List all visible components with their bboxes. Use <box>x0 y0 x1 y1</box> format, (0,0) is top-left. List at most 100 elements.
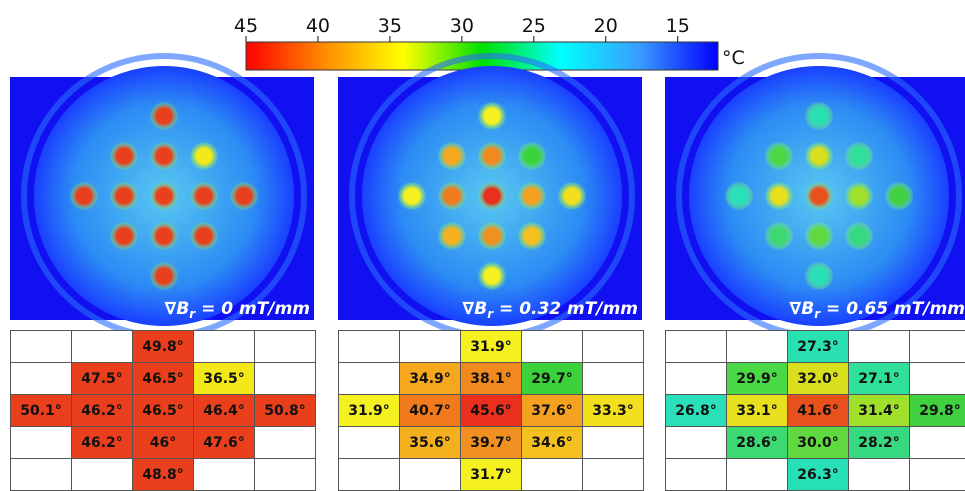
hot-spot <box>438 182 466 210</box>
colorbar-tick-label: 40 <box>306 15 330 37</box>
grid-cell <box>726 330 788 363</box>
grid-cell: 31.7° <box>460 458 522 491</box>
hot-spot <box>438 142 466 170</box>
hot-spot <box>558 182 586 210</box>
grid-cell: 40.7° <box>399 394 461 427</box>
grid-cell <box>848 330 910 363</box>
grid-cell: 31.9° <box>338 394 400 427</box>
hot-spot <box>190 182 218 210</box>
grid-cell <box>521 458 583 491</box>
grid-cell <box>582 426 644 459</box>
grid-cell <box>254 330 316 363</box>
grid-cell: 29.8° <box>909 394 965 427</box>
grid-cell: 29.7° <box>521 362 583 395</box>
grid-cell <box>582 330 644 363</box>
grid-cell: 34.9° <box>399 362 461 395</box>
grid-cell <box>521 330 583 363</box>
grid-cell: 39.7° <box>460 426 522 459</box>
label-text: = 0.32 mT/mm <box>493 299 638 319</box>
grid-cell: 31.9° <box>460 330 522 363</box>
grid-cell <box>399 330 461 363</box>
grid-cell: 31.4° <box>848 394 910 427</box>
hot-spot <box>190 142 218 170</box>
grid-cell <box>726 458 788 491</box>
hot-spot <box>150 262 178 290</box>
label-symbol: ∇B <box>164 299 189 319</box>
grid-cell: 46° <box>132 426 194 459</box>
hot-spot <box>150 142 178 170</box>
grid-cell <box>909 362 965 395</box>
hot-spot <box>765 142 793 170</box>
hot-spot <box>478 262 506 290</box>
grid-cell: 46.2° <box>71 394 133 427</box>
grid-cell: 28.6° <box>726 426 788 459</box>
hot-spot <box>805 182 833 210</box>
hot-spot <box>518 182 546 210</box>
grid-cell: 46.4° <box>193 394 255 427</box>
hot-spot <box>478 102 506 130</box>
grid-cell <box>338 362 400 395</box>
grid-cell <box>665 458 727 491</box>
hot-spot <box>230 182 258 210</box>
grid-cell: 41.6° <box>787 394 849 427</box>
grid-cell <box>338 458 400 491</box>
label-symbol: ∇B <box>462 299 487 319</box>
colorbar-unit: °C <box>722 47 745 69</box>
grid-cell: 29.9° <box>726 362 788 395</box>
grid-cell <box>254 362 316 395</box>
figure: 45403530252015°C∇Br = 0 mT/mm∇Br = 0.32 … <box>0 0 965 491</box>
grid-cell: 50.1° <box>10 394 72 427</box>
grid-cell: 33.3° <box>582 394 644 427</box>
colorbar-tick-label: 30 <box>450 15 474 37</box>
hot-spot <box>110 222 138 250</box>
grid-cell <box>338 330 400 363</box>
grid-cell <box>665 426 727 459</box>
colorbar-tick-label: 15 <box>666 15 690 37</box>
grid-cell <box>909 426 965 459</box>
grid-cell: 26.8° <box>665 394 727 427</box>
grid-cell: 27.3° <box>787 330 849 363</box>
grid-cell <box>909 330 965 363</box>
grid-cell: 47.5° <box>71 362 133 395</box>
label-text: = 0.65 mT/mm <box>820 299 965 319</box>
grid-cell <box>193 458 255 491</box>
hot-spot <box>765 182 793 210</box>
grid-cell <box>10 458 72 491</box>
label-text: = 0 mT/mm <box>195 299 310 319</box>
grid-cell: 37.6° <box>521 394 583 427</box>
grid-cell: 46.5° <box>132 394 194 427</box>
hot-spot <box>110 142 138 170</box>
grid-cell: 36.5° <box>193 362 255 395</box>
grid-cell <box>10 330 72 363</box>
hot-spot <box>765 222 793 250</box>
grid-cell: 50.8° <box>254 394 316 427</box>
grid-cell: 38.1° <box>460 362 522 395</box>
colorbar-tick-label: 45 <box>234 15 258 37</box>
grid-cell <box>71 458 133 491</box>
grid-cell <box>254 458 316 491</box>
hot-spot <box>885 182 913 210</box>
grid-cell: 33.1° <box>726 394 788 427</box>
grid-cell: 46.2° <box>71 426 133 459</box>
colorbar-tick-label: 35 <box>378 15 402 37</box>
hot-spot <box>725 182 753 210</box>
hot-spot <box>845 182 873 210</box>
grid-cell <box>399 458 461 491</box>
hot-spot <box>150 182 178 210</box>
grid-cell <box>193 330 255 363</box>
label-symbol: ∇B <box>789 299 814 319</box>
hot-spot <box>110 182 138 210</box>
hot-spot <box>70 182 98 210</box>
hot-spot <box>150 222 178 250</box>
hot-spot <box>478 182 506 210</box>
grid-cell: 47.6° <box>193 426 255 459</box>
grid-cell: 26.3° <box>787 458 849 491</box>
hot-spot <box>518 222 546 250</box>
hot-spot <box>845 222 873 250</box>
grid-cell <box>338 426 400 459</box>
hot-spot <box>805 142 833 170</box>
grid-cell <box>71 330 133 363</box>
hot-spot <box>805 222 833 250</box>
grid-cell <box>10 362 72 395</box>
